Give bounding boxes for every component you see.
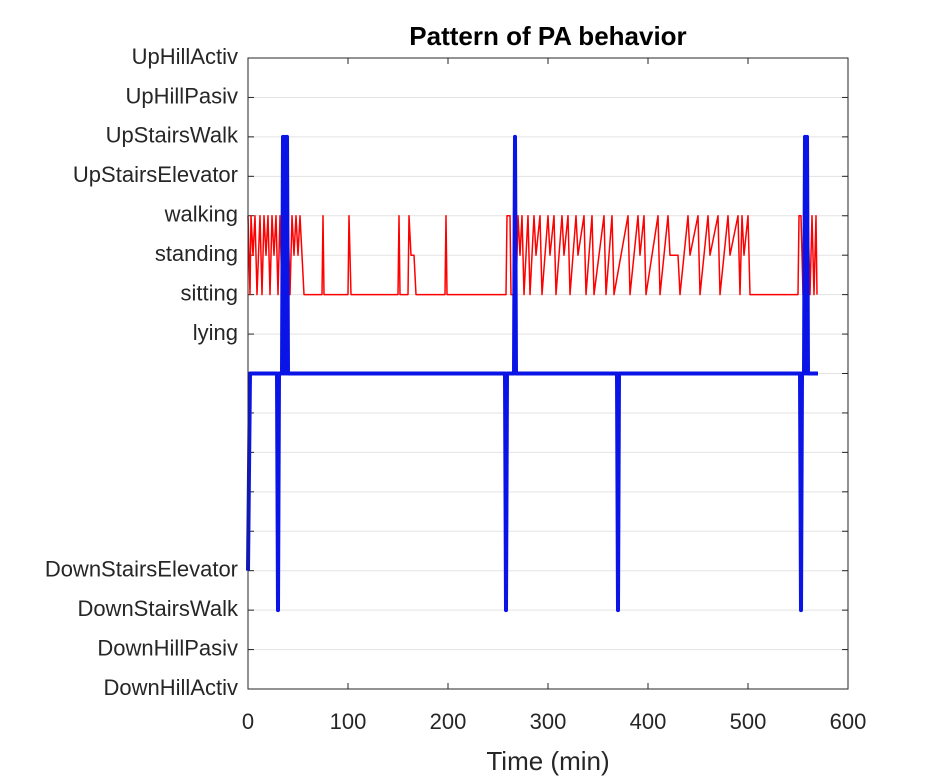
y-tick-label: DownStairsElevator [45,557,238,582]
y-tick-label: standing [155,241,238,266]
x-tick-label: 200 [430,709,467,734]
y-tick-label: UpStairsElevator [73,162,238,187]
y-tick-label: walking [164,202,238,227]
y-tick-label: UpStairsWalk [106,123,239,148]
chart-title: Pattern of PA behavior [409,21,686,51]
x-tick-label: 300 [530,709,567,734]
x-tick-label: 600 [830,709,867,734]
y-tick-label: lying [193,320,238,345]
x-tick-label: 100 [330,709,367,734]
y-tick-label: UpHillActiv [132,44,238,69]
y-tick-label: DownHillPasiv [97,635,238,660]
data-line [246,134,818,613]
x-axis-label: Time (min) [486,746,609,776]
x-tick-label: 400 [630,709,667,734]
y-tick-label: DownStairsWalk [77,596,239,621]
y-tick-label: sitting [181,280,238,305]
x-tick-label: 0 [242,709,254,734]
y-tick-label: DownHillActiv [104,675,238,700]
axes-box [247,57,849,690]
x-tick-label: 500 [730,709,767,734]
y-tick-label: UpHillPasiv [126,83,238,108]
